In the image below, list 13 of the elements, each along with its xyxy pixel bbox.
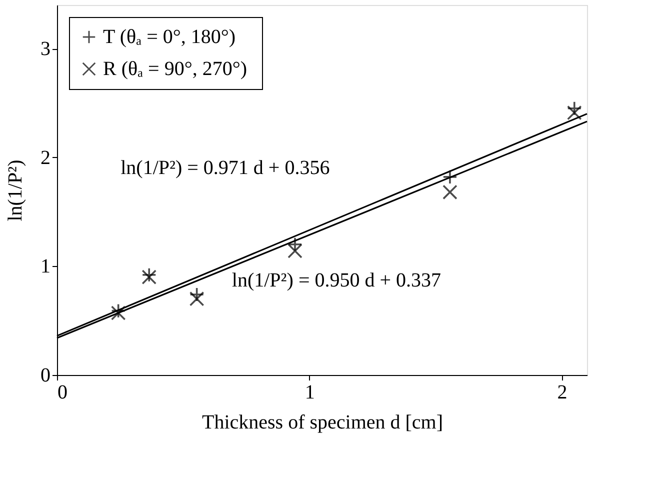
y-tick-label: 1	[40, 256, 50, 278]
x-tick-label: 1	[304, 382, 315, 404]
y-tick-label: 0	[40, 364, 50, 386]
y-tick-label: 3	[40, 38, 50, 60]
x-tick-label: 2	[557, 382, 568, 404]
y-axis-title: ln(1/P²)	[4, 160, 26, 222]
legend-label: T (θₐ = 0°, 180°)	[103, 26, 236, 48]
annotation: ln(1/P²) = 0.971 d + 0.356	[120, 156, 330, 179]
x-tick-label: 0	[58, 382, 68, 404]
annotation: ln(1/P²) = 0.950 d + 0.337	[232, 270, 442, 292]
y-tick-label: 2	[40, 146, 50, 169]
legend-label: R (θₐ = 90°, 270°)	[103, 58, 247, 80]
x-axis-title: Thickness of specimen d [cm]	[202, 412, 444, 434]
